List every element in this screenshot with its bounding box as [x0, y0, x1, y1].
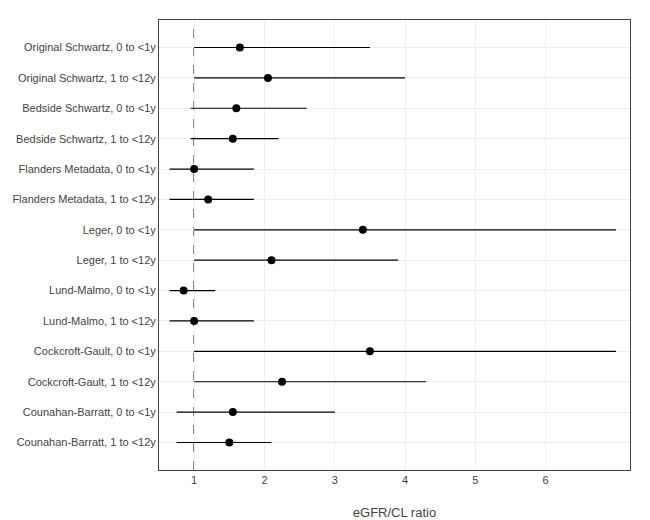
svg-text:4: 4 — [402, 474, 408, 486]
svg-text:Bedside Schwartz, 1 to <12y: Bedside Schwartz, 1 to <12y — [16, 133, 156, 145]
svg-text:Leger, 1 to <12y: Leger, 1 to <12y — [77, 254, 157, 266]
svg-text:6: 6 — [543, 474, 549, 486]
svg-text:Leger, 0 to <1y: Leger, 0 to <1y — [83, 224, 157, 236]
svg-text:Original Schwartz, 0 to <1y: Original Schwartz, 0 to <1y — [24, 41, 156, 53]
svg-text:3: 3 — [332, 474, 338, 486]
svg-text:Flanders Metadata, 0 to <1y: Flanders Metadata, 0 to <1y — [19, 163, 157, 175]
svg-text:Counahan-Barratt, 0 to <1y: Counahan-Barratt, 0 to <1y — [23, 406, 156, 418]
svg-text:eGFR/CL ratio: eGFR/CL ratio — [353, 505, 436, 520]
svg-text:Flanders Metadata, 1 to <12y: Flanders Metadata, 1 to <12y — [12, 193, 156, 205]
svg-text:Lund-Malmo, 0 to <1y: Lund-Malmo, 0 to <1y — [49, 284, 156, 296]
svg-text:2: 2 — [261, 474, 267, 486]
svg-text:Counahan-Barratt, 1 to <12y: Counahan-Barratt, 1 to <12y — [17, 436, 157, 448]
svg-text:Lund-Malmo, 1 to <12y: Lund-Malmo, 1 to <12y — [43, 315, 156, 327]
svg-text:Cockcroft-Gault, 0 to <1y: Cockcroft-Gault, 0 to <1y — [34, 345, 156, 357]
svg-text:Original Schwartz, 1 to <12y: Original Schwartz, 1 to <12y — [18, 72, 156, 84]
svg-text:1: 1 — [191, 474, 197, 486]
svg-text:5: 5 — [472, 474, 478, 486]
svg-text:Bedside Schwartz, 0 to <1y: Bedside Schwartz, 0 to <1y — [22, 102, 156, 114]
svg-text:Cockcroft-Gault, 1 to <12y: Cockcroft-Gault, 1 to <12y — [28, 376, 157, 388]
